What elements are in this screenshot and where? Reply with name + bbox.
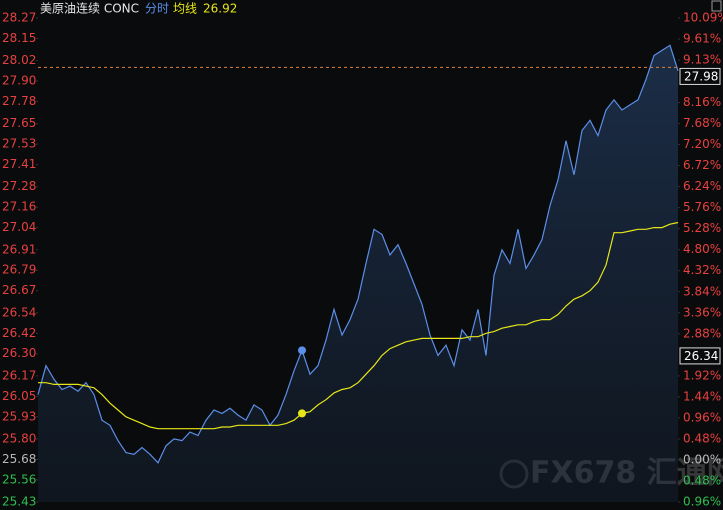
y-tick-label: 28.27 bbox=[2, 11, 36, 25]
price-line bbox=[37, 44, 679, 464]
legend-label: 均线 bbox=[173, 2, 197, 16]
y2-tick-label: 6.72% bbox=[683, 158, 721, 172]
y2-tick-label: 0.48% bbox=[683, 431, 721, 445]
y2-tick-label: 7.68% bbox=[683, 116, 721, 130]
y-tick-label: 27.65 bbox=[2, 116, 36, 130]
chart-subtitle: 分时 bbox=[145, 2, 169, 16]
y-tick-label: 25.68 bbox=[2, 452, 36, 466]
y2-tick-label: 4.32% bbox=[683, 263, 721, 277]
y-tick-label: 27.16 bbox=[2, 200, 36, 214]
y2-tick-label: 3.36% bbox=[683, 305, 721, 319]
y2-tick-label: 2.88% bbox=[683, 326, 721, 340]
y-tick-label: 25.43 bbox=[2, 495, 36, 509]
chart-title: 美原油连续 CONC bbox=[40, 1, 139, 16]
avg-line bbox=[38, 221, 679, 430]
y-tick-label: 26.42 bbox=[2, 326, 36, 340]
y-tick-label: 26.17 bbox=[2, 368, 36, 382]
y2-tick-label: 10.09% bbox=[683, 11, 723, 25]
y-tick-label: 27.53 bbox=[2, 137, 36, 151]
y-tick-label: 28.15 bbox=[2, 31, 36, 45]
y2-tick-label: 1.92% bbox=[683, 368, 721, 382]
y2-tick-label: 9.13% bbox=[683, 53, 721, 67]
price-label: 26.34 bbox=[684, 349, 718, 363]
y-tick-label: 26.79 bbox=[2, 263, 36, 277]
y-tick-label: 25.93 bbox=[2, 409, 36, 423]
y-tick-label: 28.02 bbox=[2, 53, 36, 67]
y-tick-label: 26.91 bbox=[2, 242, 36, 256]
y2-tick-label: 9.61% bbox=[683, 32, 721, 46]
y2-tick-label: 0.96% bbox=[683, 495, 721, 509]
y2-tick-label: 6.24% bbox=[683, 179, 721, 193]
y2-tick-label: 4.80% bbox=[683, 242, 721, 256]
y2-tick-label: 0.96% bbox=[683, 410, 721, 424]
y2-tick-label: 0.00% bbox=[683, 452, 721, 466]
avg-value: 26.92 bbox=[203, 2, 237, 16]
y-tick-label: 26.05 bbox=[2, 389, 36, 403]
y-tick-label: 27.41 bbox=[2, 157, 36, 171]
y2-tick-label: 3.84% bbox=[683, 284, 721, 298]
highlight-dot bbox=[298, 346, 306, 355]
y-tick-label: 27.90 bbox=[2, 74, 36, 88]
y2-tick-label: 1.44% bbox=[683, 389, 721, 403]
price-label: 27.98 bbox=[684, 69, 718, 83]
y-tick-label: 26.54 bbox=[2, 305, 36, 319]
y2-tick-label: 0.48% bbox=[683, 473, 721, 487]
y-tick-label: 26.30 bbox=[2, 346, 36, 360]
y2-tick-label: 5.76% bbox=[683, 200, 721, 214]
y2-tick-label: 8.16% bbox=[683, 95, 721, 109]
y-tick-label: 27.28 bbox=[2, 179, 36, 193]
y-tick-label: 26.67 bbox=[2, 283, 36, 297]
price-label-box bbox=[679, 67, 721, 85]
price-label-box bbox=[679, 347, 721, 365]
y-tick-label: 25.56 bbox=[2, 472, 36, 486]
settings-icon[interactable] bbox=[711, 0, 722, 12]
y2-tick-label: 5.28% bbox=[683, 221, 721, 235]
y-tick-label: 27.78 bbox=[2, 94, 36, 108]
y-tick-label: 25.80 bbox=[2, 431, 36, 445]
highlight-dot bbox=[298, 409, 306, 418]
y2-tick-label: 7.20% bbox=[683, 137, 721, 151]
price-area bbox=[38, 45, 678, 503]
y-tick-label: 27.04 bbox=[2, 220, 36, 234]
